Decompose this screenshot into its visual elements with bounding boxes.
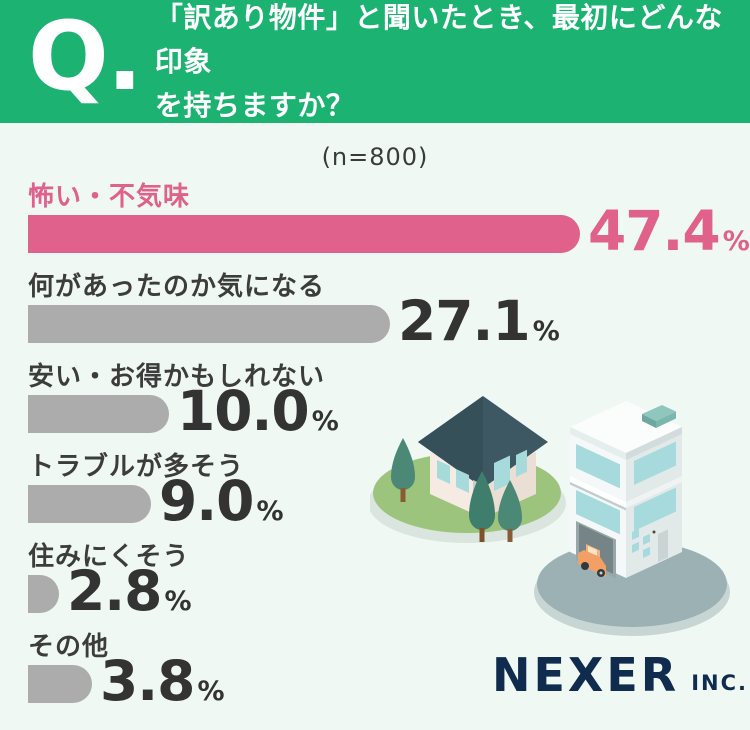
bar-value: 27.1 % <box>398 288 560 353</box>
q-mark: Q. <box>28 2 143 112</box>
bar-value: 47.4 % <box>588 198 750 263</box>
percent-sign: % <box>722 225 750 257</box>
percent-sign: % <box>311 405 339 437</box>
question-line-1: 「訳あり物件」と聞いたとき、最初にどんな印象 <box>154 0 723 78</box>
house-illustration <box>370 396 566 543</box>
house-building-illustration <box>370 396 730 636</box>
bar-value: 3.8 % <box>100 648 225 713</box>
building-illustration <box>534 401 730 636</box>
bar <box>28 215 580 253</box>
sample-size: (n=800) <box>321 143 429 171</box>
bar-label: その他 <box>28 632 110 662</box>
bar <box>28 485 151 523</box>
chart-row: その他 3.8 % <box>28 632 728 708</box>
bar-label: 怖い・不気味 <box>28 182 191 212</box>
nexer-logo: NEXER INC. <box>492 652 748 698</box>
bar-line: 9.0 % <box>28 473 728 528</box>
percent-sign: % <box>532 315 560 347</box>
bar-line: 47.4 % <box>28 203 750 258</box>
bar-value: 2.8 % <box>67 558 192 623</box>
bar <box>28 665 92 703</box>
bar-value-number: 47.4 <box>588 198 721 263</box>
bar-line: 3.8 % <box>28 653 728 708</box>
question-line-2: を持ちますか？ <box>154 88 355 122</box>
bar-label: 何があったのか気になる <box>28 272 326 302</box>
bar-value: 9.0 % <box>159 468 284 533</box>
chart-row: 安い・お得かもしれない 10.0 % <box>28 362 728 438</box>
bar-label: 住みにくそう <box>28 542 190 572</box>
question-text: 「訳あり物件」と聞いたとき、最初にどんな印象 を持ちますか？ <box>155 0 750 128</box>
bar-value: 10.0 % <box>177 378 339 443</box>
chart-row: 何があったのか気になる 27.1 % <box>28 272 728 348</box>
chart-row: 住みにくそう 2.8 % <box>28 542 728 618</box>
percent-sign: % <box>164 585 192 617</box>
bar-value-number: 2.8 <box>67 558 162 623</box>
bar <box>28 305 390 343</box>
question-header: Q. 「訳あり物件」と聞いたとき、最初にどんな印象 を持ちますか？ <box>0 0 750 123</box>
bar-line: 27.1 % <box>28 293 728 348</box>
bar-chart: 怖い・不気味 47.4 % 何があったのか気になる 27.1 % 安い・お得かも… <box>28 182 750 722</box>
logo-suffix: INC. <box>691 671 749 695</box>
chart-row: トラブルが多そう 9.0 % <box>28 452 728 528</box>
bar <box>28 395 169 433</box>
bar-value-number: 3.8 <box>100 648 195 713</box>
bar-value-number: 27.1 <box>398 288 531 353</box>
percent-sign: % <box>256 495 284 527</box>
bar-label: トラブルが多そう <box>28 452 245 482</box>
bar-label: 安い・お得かもしれない <box>28 362 326 392</box>
bar-line: 2.8 % <box>28 563 728 618</box>
bar <box>28 575 59 613</box>
bar-value-number: 10.0 <box>177 378 310 443</box>
bar-value-number: 9.0 <box>159 468 254 533</box>
logo-name: NEXER <box>492 648 680 702</box>
bar-line: 10.0 % <box>28 383 728 438</box>
chart-row: 怖い・不気味 47.4 % <box>28 182 750 258</box>
percent-sign: % <box>197 675 225 707</box>
